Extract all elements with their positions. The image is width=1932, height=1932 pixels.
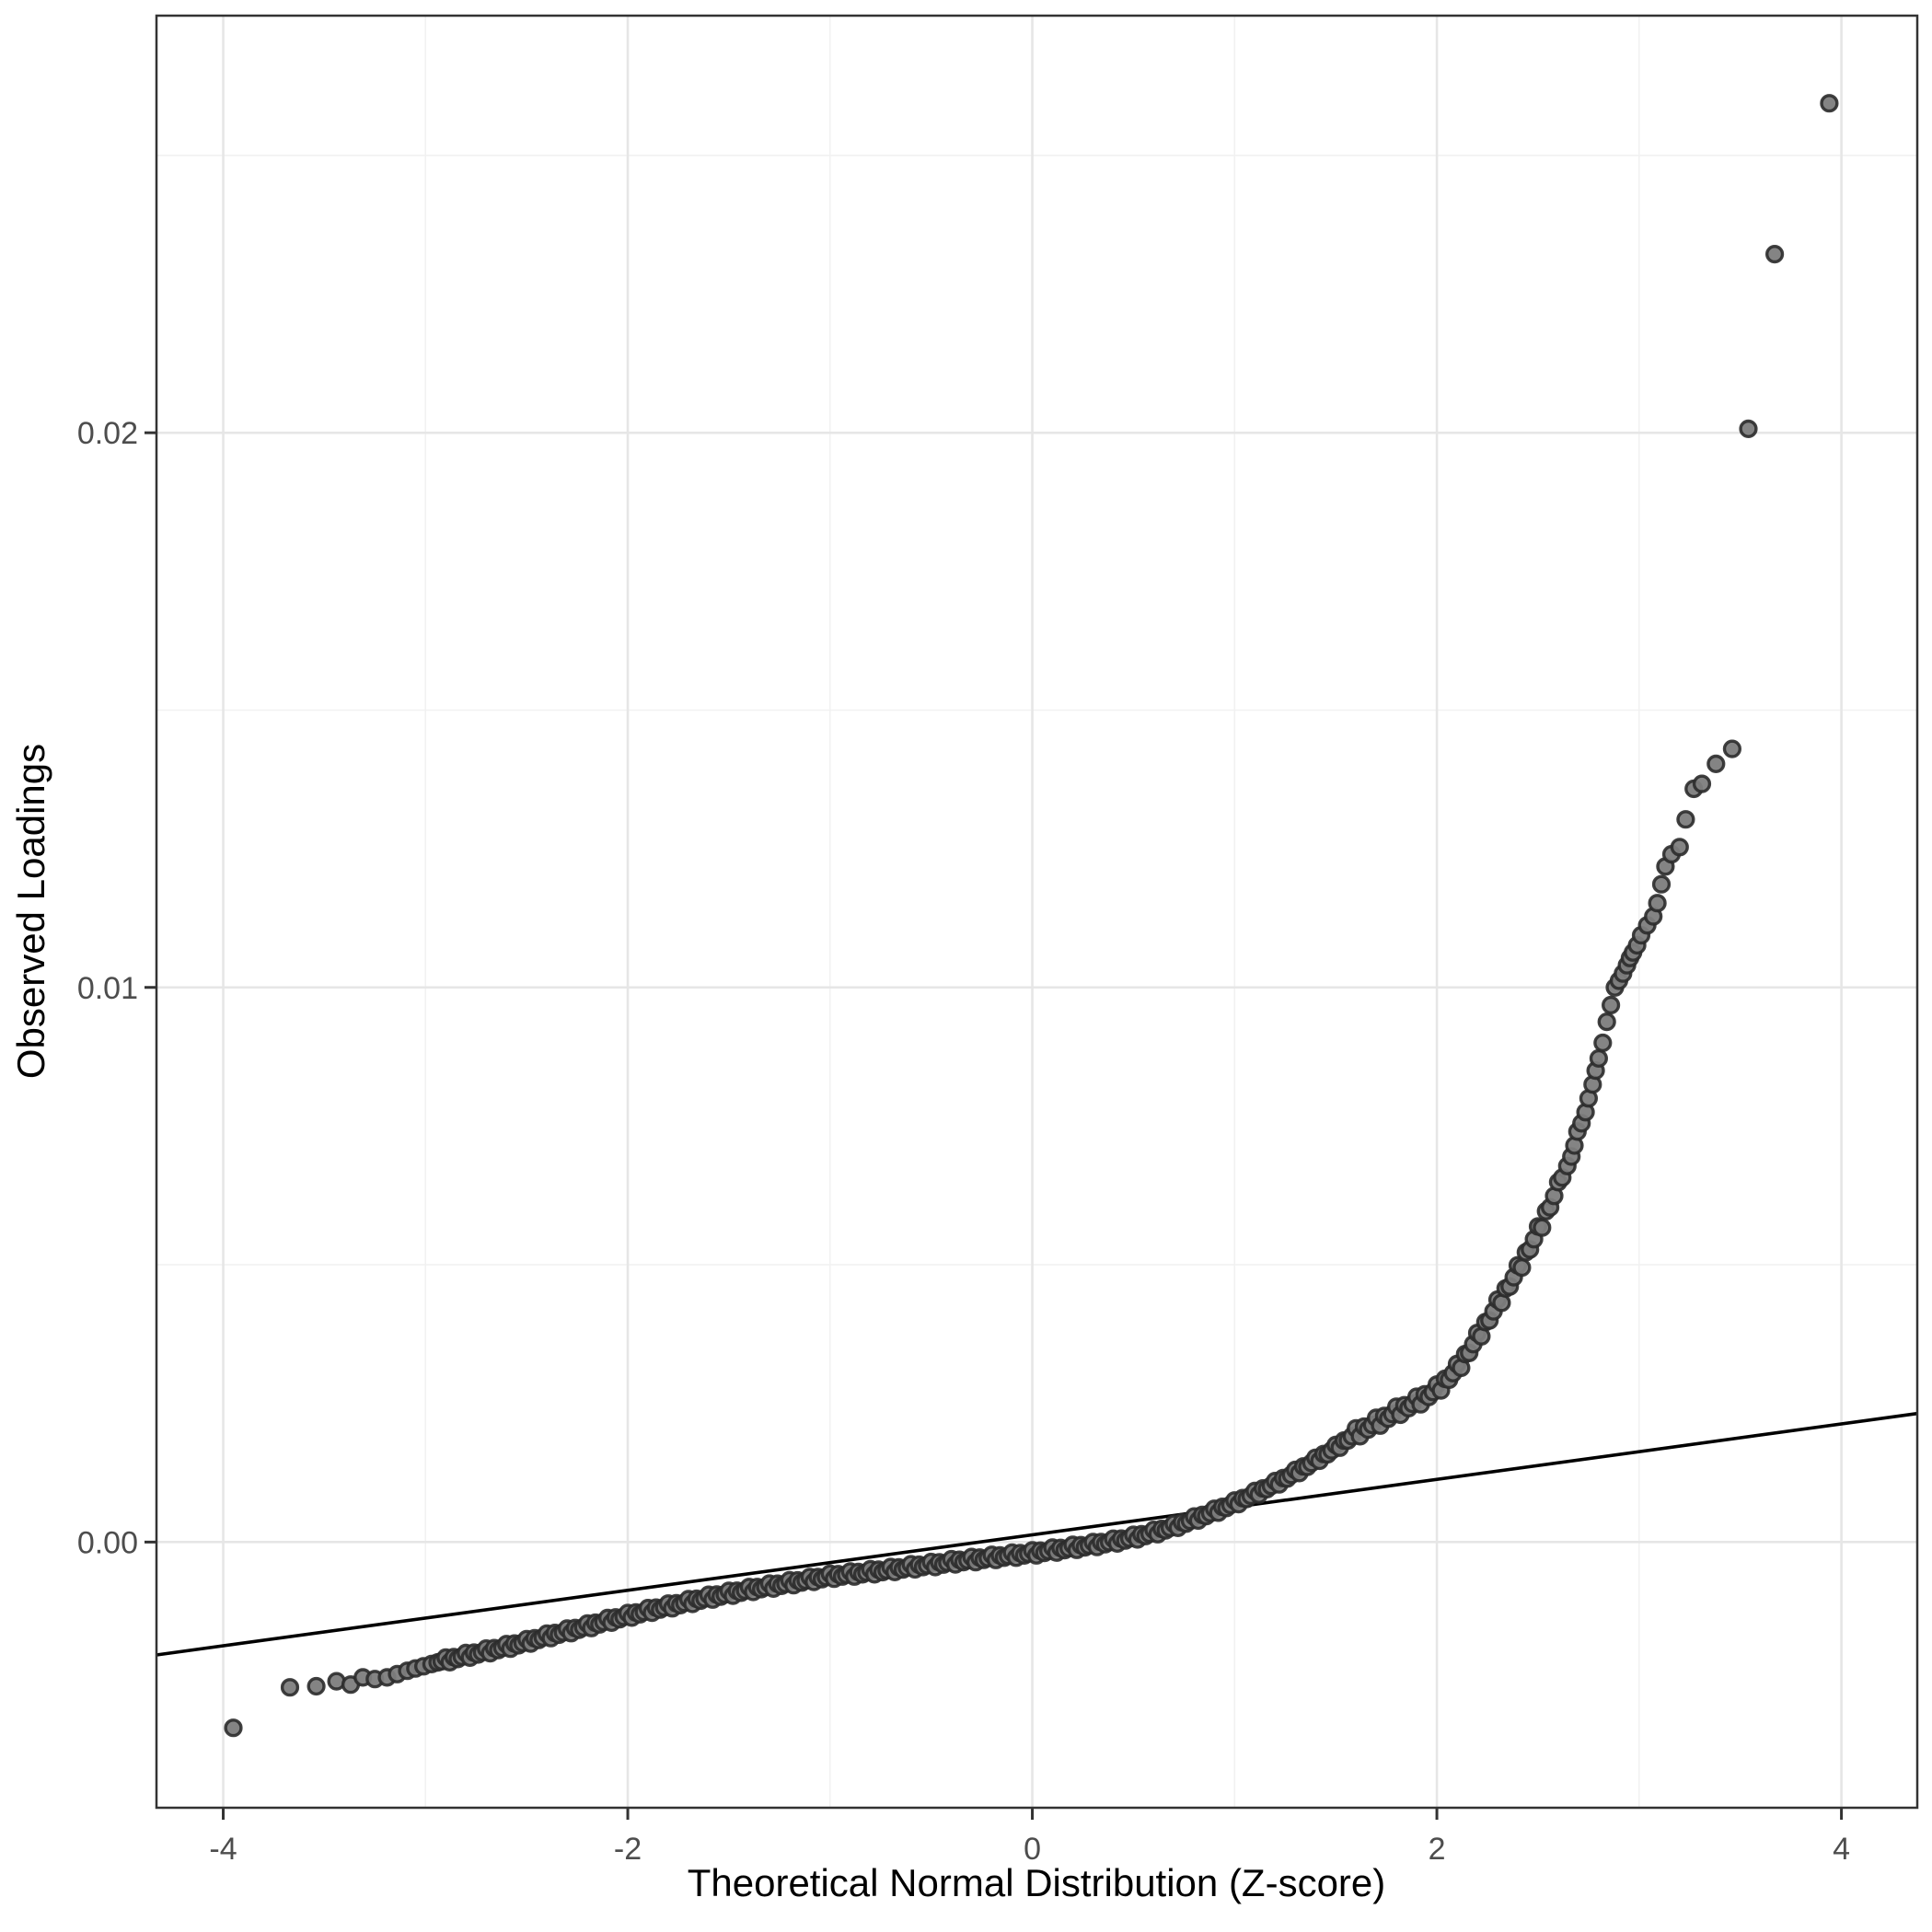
data-point	[1533, 1218, 1552, 1237]
scatter-points	[224, 94, 1839, 1738]
data-point	[224, 1718, 243, 1738]
y-axis-ticks	[145, 431, 156, 1544]
data-point	[1692, 774, 1712, 793]
data-point	[1512, 1257, 1532, 1278]
reference-line	[156, 1411, 1918, 1657]
x-axis-title: Theoretical Normal Distribution (Z-score…	[688, 1861, 1386, 1904]
data-point	[1722, 739, 1741, 758]
data-point	[1820, 94, 1839, 113]
data-point	[1589, 1048, 1608, 1068]
data-point	[1676, 810, 1695, 829]
y-axis-tick-labels: 0.00 0.01 0.02	[77, 416, 138, 1560]
x-tick-label: 2	[1429, 1832, 1446, 1867]
panel-border	[155, 14, 1919, 1810]
data-point	[1593, 1033, 1613, 1053]
gridlines-major	[156, 16, 1917, 1808]
y-axis-title: Observed Loadings	[9, 744, 52, 1079]
y-tick-label: 0.01	[77, 971, 138, 1006]
y-tick-label: 0.02	[77, 416, 138, 451]
x-axis-ticks	[222, 1808, 1844, 1820]
x-tick-label: -2	[614, 1832, 642, 1867]
x-tick-label: 0	[1024, 1832, 1041, 1867]
x-tick-label: -4	[209, 1832, 237, 1867]
data-point	[1601, 995, 1621, 1015]
y-tick-label: 0.00	[77, 1525, 138, 1560]
data-point	[1597, 1012, 1616, 1032]
data-point	[1706, 754, 1726, 773]
data-point	[1670, 838, 1689, 857]
data-point	[280, 1678, 300, 1697]
data-point	[1764, 245, 1785, 264]
x-axis-tick-labels: -4 -2 0 2 4	[209, 1832, 1850, 1867]
data-point	[1651, 874, 1672, 894]
data-point	[307, 1676, 326, 1696]
data-point	[1648, 894, 1667, 913]
data-point	[1739, 419, 1758, 438]
x-tick-label: 4	[1833, 1832, 1850, 1867]
plot-panel	[156, 16, 1917, 1808]
